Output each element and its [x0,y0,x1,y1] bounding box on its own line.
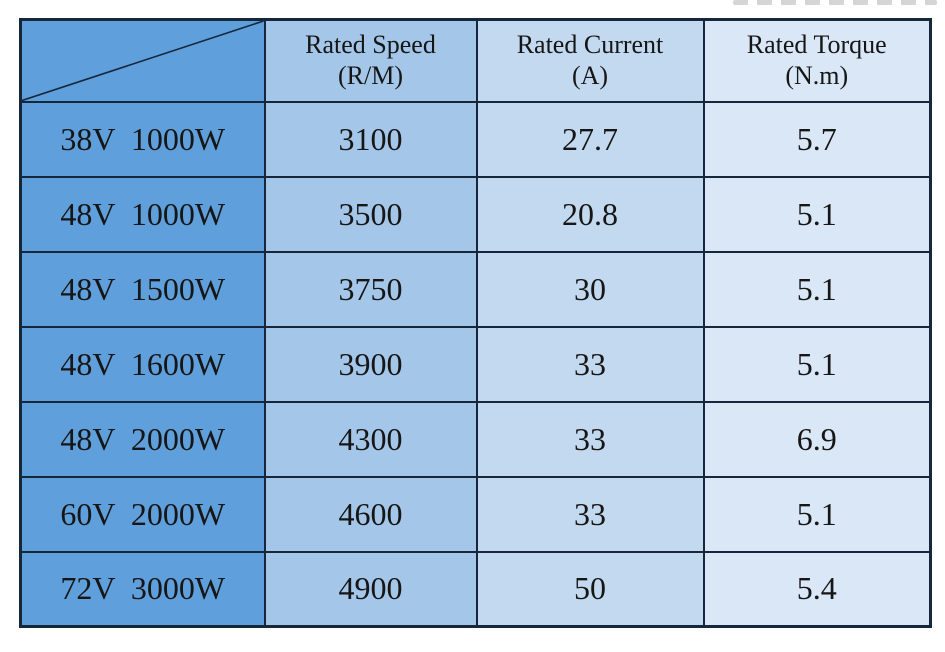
model-cell: 60V 2000W [19,475,266,553]
speed-cell: 4900 [263,550,478,628]
model-cell: 72V 3000W [19,550,266,628]
speed-cell: 4600 [263,475,478,553]
table-row: 48V 1000W 3500 20.8 5.1 [19,175,932,253]
torque-cell: 5.7 [702,100,932,178]
table-row: 48V 2000W 4300 33 6.9 [19,400,932,478]
table-row: 48V 1500W 3750 30 5.1 [19,250,932,328]
table-body: 38V 1000W 3100 27.7 5.7 48V 1000W 3500 2… [19,100,932,628]
header-label: Rated Torque [746,30,887,60]
torque-cell: 5.1 [702,175,932,253]
torque-cell: 5.4 [702,550,932,628]
motor-spec-table: Rated Speed (R/M) Rated Current (A) Rate… [19,18,932,628]
current-cell: 33 [475,400,705,478]
model-cell: 48V 2000W [19,400,266,478]
table-row: 38V 1000W 3100 27.7 5.7 [19,100,932,178]
col-header-rated-current: Rated Current (A) [475,18,705,103]
table-row: 72V 3000W 4900 50 5.4 [19,550,932,628]
current-cell: 27.7 [475,100,705,178]
torque-cell: 5.1 [702,475,932,553]
speed-cell: 3750 [263,250,478,328]
current-cell: 20.8 [475,175,705,253]
current-cell: 30 [475,250,705,328]
current-cell: 33 [475,325,705,403]
model-cell: 48V 1500W [19,250,266,328]
col-header-rated-torque: Rated Torque (N.m) [702,18,932,103]
current-cell: 50 [475,550,705,628]
header-label: Rated Speed [305,30,436,60]
table-row: 48V 1600W 3900 33 5.1 [19,325,932,403]
header-row: Rated Speed (R/M) Rated Current (A) Rate… [19,18,932,103]
header-unit: (A) [571,60,609,90]
torque-cell: 5.1 [702,325,932,403]
torque-cell: 5.1 [702,250,932,328]
model-cell: 38V 1000W [19,100,266,178]
table-row: 60V 2000W 4600 33 5.1 [19,475,932,553]
model-cell: 48V 1600W [19,325,266,403]
speed-cell: 3500 [263,175,478,253]
current-cell: 33 [475,475,705,553]
header-unit: (R/M) [338,60,403,90]
model-cell: 48V 1000W [19,175,266,253]
header-unit: (N.m) [785,60,849,90]
corner-cell [19,18,266,103]
table-header: Rated Speed (R/M) Rated Current (A) Rate… [19,18,932,103]
diagonal-slash-line [22,21,264,101]
col-header-rated-speed: Rated Speed (R/M) [263,18,478,103]
speed-cell: 4300 [263,400,478,478]
torque-cell: 6.9 [702,400,932,478]
speed-cell: 3900 [263,325,478,403]
header-label: Rated Current [516,30,664,60]
cropped-text-artifact [733,0,937,5]
speed-cell: 3100 [263,100,478,178]
